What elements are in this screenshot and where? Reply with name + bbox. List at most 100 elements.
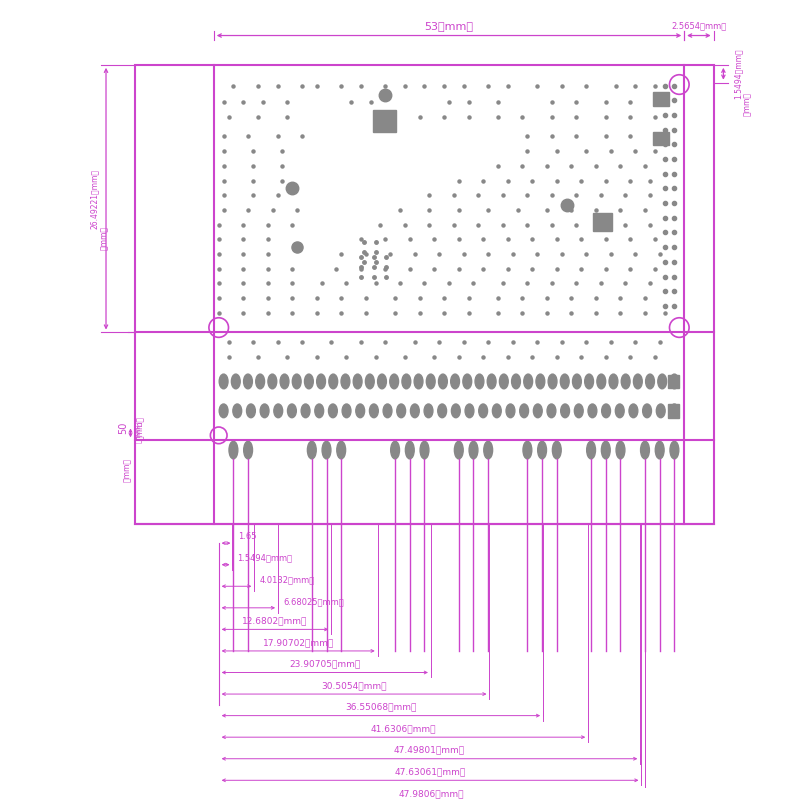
Text: 2.5654（mm）: 2.5654（mm） bbox=[671, 22, 726, 30]
Ellipse shape bbox=[656, 404, 665, 418]
Text: 4.0132（mm）: 4.0132（mm） bbox=[259, 575, 314, 584]
Ellipse shape bbox=[670, 442, 678, 459]
Text: 53（mm）: 53（mm） bbox=[425, 21, 474, 30]
Ellipse shape bbox=[574, 404, 583, 418]
Ellipse shape bbox=[523, 442, 532, 459]
Ellipse shape bbox=[268, 374, 277, 389]
Ellipse shape bbox=[280, 374, 289, 389]
Ellipse shape bbox=[588, 404, 597, 418]
Ellipse shape bbox=[634, 374, 642, 389]
Ellipse shape bbox=[322, 442, 331, 459]
Ellipse shape bbox=[233, 404, 242, 418]
Ellipse shape bbox=[547, 404, 556, 418]
Ellipse shape bbox=[366, 374, 374, 389]
Ellipse shape bbox=[492, 404, 502, 418]
Ellipse shape bbox=[317, 374, 326, 389]
Ellipse shape bbox=[260, 404, 269, 418]
Text: 41.6306（mm）: 41.6306（mm） bbox=[370, 724, 436, 734]
Ellipse shape bbox=[646, 374, 654, 389]
Text: 47.9806（mm）: 47.9806（mm） bbox=[399, 789, 464, 798]
Ellipse shape bbox=[451, 404, 460, 418]
Ellipse shape bbox=[424, 404, 433, 418]
Ellipse shape bbox=[219, 374, 228, 389]
Bar bbox=[135, 65, 714, 523]
Text: 1.5494（mm）: 1.5494（mm） bbox=[238, 554, 293, 562]
Ellipse shape bbox=[315, 404, 324, 418]
Ellipse shape bbox=[597, 374, 606, 389]
Ellipse shape bbox=[465, 404, 474, 418]
Ellipse shape bbox=[658, 374, 666, 389]
Ellipse shape bbox=[615, 404, 624, 418]
Ellipse shape bbox=[420, 442, 429, 459]
Ellipse shape bbox=[438, 374, 447, 389]
Ellipse shape bbox=[520, 404, 529, 418]
Bar bbox=[653, 92, 669, 106]
Ellipse shape bbox=[383, 404, 392, 418]
Text: 23.90705（mm）: 23.90705（mm） bbox=[289, 659, 361, 669]
Ellipse shape bbox=[506, 404, 515, 418]
Ellipse shape bbox=[499, 374, 508, 389]
Ellipse shape bbox=[243, 374, 252, 389]
Text: 17.90702（mm）: 17.90702（mm） bbox=[262, 638, 334, 647]
Ellipse shape bbox=[342, 404, 351, 418]
Text: 6.68025（mm）: 6.68025（mm） bbox=[283, 597, 344, 606]
Ellipse shape bbox=[622, 374, 630, 389]
Bar bbox=[667, 374, 679, 388]
Ellipse shape bbox=[561, 404, 570, 418]
Ellipse shape bbox=[609, 374, 618, 389]
Ellipse shape bbox=[560, 374, 569, 389]
Text: 50: 50 bbox=[118, 422, 129, 434]
Ellipse shape bbox=[670, 404, 678, 418]
Ellipse shape bbox=[307, 442, 316, 459]
Ellipse shape bbox=[548, 374, 557, 389]
Ellipse shape bbox=[475, 374, 484, 389]
Ellipse shape bbox=[305, 374, 314, 389]
Ellipse shape bbox=[246, 404, 255, 418]
Ellipse shape bbox=[616, 442, 625, 459]
Ellipse shape bbox=[370, 404, 378, 418]
Text: 1.65: 1.65 bbox=[238, 532, 257, 541]
Text: 47.63061（mm）: 47.63061（mm） bbox=[394, 767, 466, 776]
Text: （mm）: （mm） bbox=[136, 416, 145, 440]
Text: 36.55068（mm）: 36.55068（mm） bbox=[346, 702, 417, 712]
Ellipse shape bbox=[487, 374, 496, 389]
Ellipse shape bbox=[354, 374, 362, 389]
Ellipse shape bbox=[552, 442, 562, 459]
Bar bbox=[593, 213, 612, 230]
Ellipse shape bbox=[229, 442, 238, 459]
Ellipse shape bbox=[438, 404, 446, 418]
Ellipse shape bbox=[642, 404, 651, 418]
Ellipse shape bbox=[329, 374, 338, 389]
Ellipse shape bbox=[231, 374, 240, 389]
Ellipse shape bbox=[602, 404, 610, 418]
Ellipse shape bbox=[301, 404, 310, 418]
Ellipse shape bbox=[536, 374, 545, 389]
Ellipse shape bbox=[337, 442, 346, 459]
Ellipse shape bbox=[287, 404, 296, 418]
Bar bbox=[653, 131, 669, 146]
Text: （mm）: （mm） bbox=[99, 226, 109, 250]
Ellipse shape bbox=[356, 404, 365, 418]
Ellipse shape bbox=[602, 442, 610, 459]
Ellipse shape bbox=[410, 404, 419, 418]
Ellipse shape bbox=[670, 374, 678, 389]
Ellipse shape bbox=[414, 374, 423, 389]
Ellipse shape bbox=[450, 374, 459, 389]
Ellipse shape bbox=[390, 442, 399, 459]
Ellipse shape bbox=[641, 442, 650, 459]
Ellipse shape bbox=[341, 374, 350, 389]
Text: （mm）: （mm） bbox=[123, 458, 132, 482]
Text: 30.5054（mm）: 30.5054（mm） bbox=[322, 681, 387, 690]
Text: 1.5494（mm）: 1.5494（mm） bbox=[733, 49, 742, 99]
Ellipse shape bbox=[573, 374, 582, 389]
Ellipse shape bbox=[463, 374, 472, 389]
Text: 47.49801（mm）: 47.49801（mm） bbox=[394, 746, 465, 755]
Ellipse shape bbox=[629, 404, 638, 418]
Ellipse shape bbox=[274, 404, 282, 418]
Ellipse shape bbox=[484, 442, 493, 459]
Ellipse shape bbox=[538, 442, 546, 459]
Text: （mm）: （mm） bbox=[743, 92, 752, 116]
Bar bbox=[667, 404, 679, 418]
Ellipse shape bbox=[534, 404, 542, 418]
Ellipse shape bbox=[292, 374, 301, 389]
